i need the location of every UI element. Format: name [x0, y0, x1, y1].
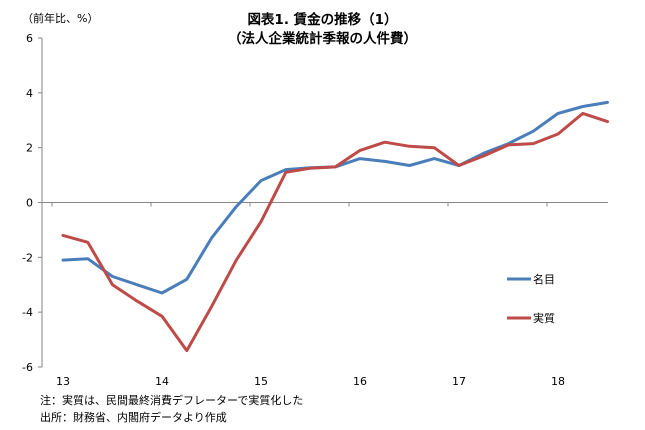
- data-point: [408, 145, 411, 148]
- chart-title-line1: 図表1. 賃金の推移（1）: [247, 12, 398, 28]
- x-tick-label: 13: [56, 375, 70, 388]
- data-point: [260, 220, 263, 223]
- x-tick-label: 17: [452, 375, 466, 388]
- data-point: [161, 291, 164, 294]
- chart-note: 注：実質は、民間最終消費デフレーターで実質化した: [40, 394, 304, 407]
- y-tick-label: 0: [26, 197, 33, 210]
- y-tick-label: 6: [26, 32, 33, 45]
- data-point: [557, 132, 560, 135]
- data-point: [581, 105, 584, 108]
- data-point: [309, 167, 312, 170]
- data-point: [136, 283, 139, 286]
- data-point: [557, 112, 560, 115]
- data-point: [334, 165, 337, 168]
- x-tick-label: 15: [254, 375, 268, 388]
- data-point: [532, 130, 535, 133]
- data-point: [62, 259, 65, 262]
- data-point: [383, 141, 386, 144]
- data-point: [433, 146, 436, 149]
- data-point: [581, 112, 584, 115]
- data-point: [359, 149, 362, 152]
- data-point: [260, 179, 263, 182]
- data-point: [86, 257, 89, 260]
- y-tick-label: -6: [22, 361, 33, 374]
- data-point: [433, 157, 436, 160]
- data-point: [606, 120, 609, 123]
- data-point: [111, 275, 114, 278]
- data-point: [235, 259, 238, 262]
- y-tick-label: -2: [22, 251, 33, 264]
- data-point: [458, 164, 461, 167]
- data-point: [408, 164, 411, 167]
- data-point: [86, 241, 89, 244]
- data-point: [62, 234, 65, 237]
- data-point: [210, 305, 213, 308]
- x-tick-label: 14: [155, 375, 169, 388]
- data-point: [383, 160, 386, 163]
- data-point: [359, 157, 362, 160]
- data-point: [235, 205, 238, 208]
- y-tick-label: 2: [26, 142, 33, 155]
- data-point: [532, 142, 535, 145]
- chart-source: 出所：財務省、内閣府データより作成: [40, 411, 227, 424]
- series-line-real: [61, 111, 609, 353]
- chart-title-line2: （法人企業統計季報の人件費）: [228, 31, 417, 47]
- legend-label: 実質: [533, 311, 555, 325]
- data-point: [185, 278, 188, 281]
- x-tick-label: 18: [551, 375, 565, 388]
- data-point: [136, 300, 139, 303]
- data-point: [482, 154, 485, 157]
- data-point: [161, 315, 164, 318]
- legend-label: 名目: [533, 272, 555, 286]
- data-point: [606, 101, 609, 104]
- y-tick-label: -4: [22, 306, 33, 319]
- data-point: [507, 143, 510, 146]
- y-tick-label: 4: [26, 87, 33, 100]
- data-point: [284, 171, 287, 174]
- x-tick-label: 16: [353, 375, 367, 388]
- data-point: [111, 283, 114, 286]
- y-axis-unit-label: （前年比、%）: [22, 12, 99, 25]
- series-line-nominal: [61, 100, 609, 295]
- data-point: [210, 237, 213, 240]
- data-point: [185, 349, 188, 352]
